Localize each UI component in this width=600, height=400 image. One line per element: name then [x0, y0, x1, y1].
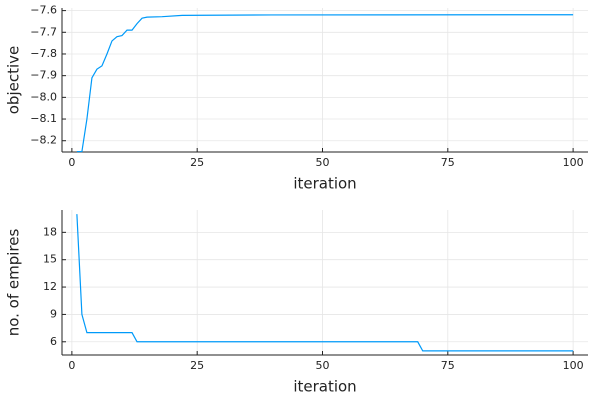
x-tick-label: 100 [563, 359, 584, 372]
y-tick-label: −7.6 [30, 4, 57, 17]
y-tick-label: 12 [43, 280, 57, 293]
x-axis-label: iteration [293, 378, 356, 396]
x-axis-label: iteration [293, 175, 356, 193]
y-tick-label: −8.1 [30, 112, 57, 125]
x-tick-label: 25 [190, 156, 204, 169]
y-tick-label: −8.2 [30, 134, 57, 147]
y-axis-label: objective [5, 46, 23, 115]
x-tick-label: 75 [441, 359, 455, 372]
y-tick-label: −7.8 [30, 47, 57, 60]
x-tick-label: 0 [68, 156, 75, 169]
x-tick-label: 100 [563, 156, 584, 169]
y-tick-label: 9 [50, 307, 57, 320]
data-line [76, 14, 574, 153]
y-axis-label: no. of empires [5, 229, 23, 337]
y-tick-label: −8.0 [30, 90, 57, 103]
y-tick-label: −7.9 [30, 69, 57, 82]
x-tick-label: 75 [441, 156, 455, 169]
data-line [76, 214, 574, 352]
y-tick-label: 6 [50, 335, 57, 348]
x-tick-label: 50 [315, 359, 329, 372]
y-tick-label: 15 [43, 253, 57, 266]
x-tick-label: 0 [68, 359, 75, 372]
x-tick-label: 25 [190, 359, 204, 372]
y-tick-label: 18 [43, 225, 57, 238]
y-tick-label: −7.7 [30, 25, 57, 38]
x-tick-label: 50 [315, 156, 329, 169]
